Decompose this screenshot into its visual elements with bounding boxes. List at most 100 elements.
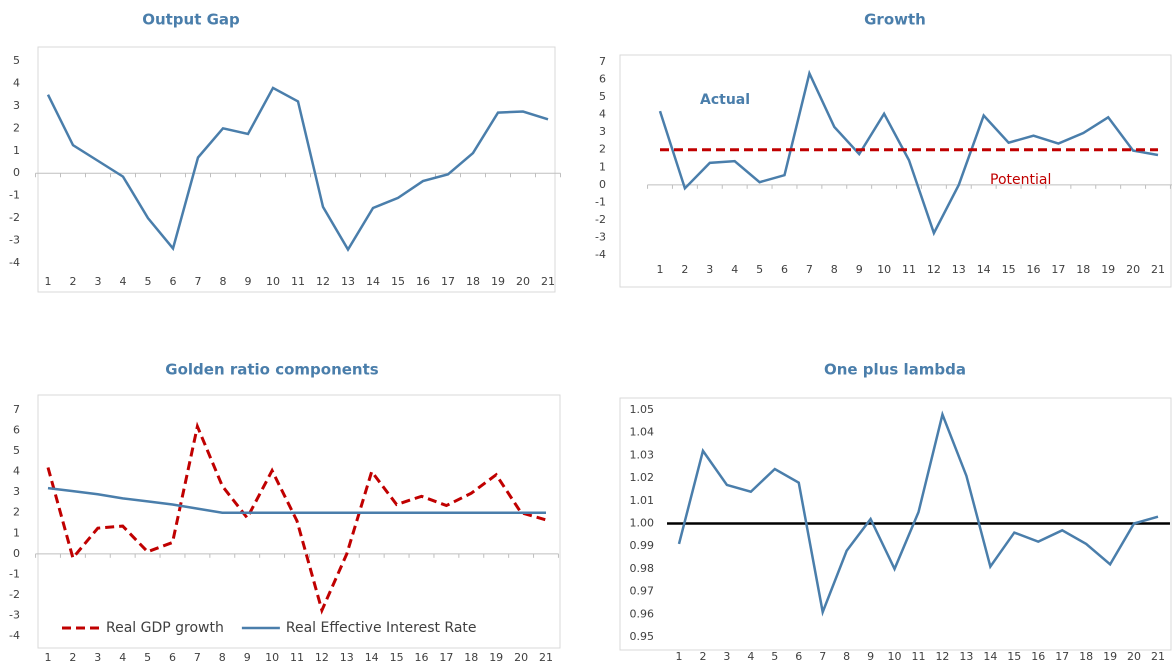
x-tick-label: 19 [489, 651, 503, 664]
y-tick-label: 6 [599, 73, 606, 86]
x-tick-label: 20 [514, 651, 528, 664]
x-tick-label: 18 [464, 651, 478, 664]
x-tick-label: 14 [977, 263, 991, 276]
x-tick-label: 20 [1126, 263, 1140, 276]
x-tick-label: 13 [340, 651, 354, 664]
x-tick-label: 2 [70, 275, 77, 288]
x-tick-label: 1 [45, 275, 52, 288]
x-tick-label: 5 [144, 651, 151, 664]
y-tick-label: 6 [13, 424, 20, 437]
y-tick-label: 4 [13, 76, 20, 89]
x-tick-label: 5 [756, 263, 763, 276]
plot-frame [37, 394, 561, 649]
x-tick-label: 8 [831, 263, 838, 276]
x-tick-label: 12 [935, 650, 949, 663]
plot-frame [37, 46, 556, 293]
y-tick-label: 0 [13, 166, 20, 179]
y-tick-label: -3 [9, 608, 20, 621]
x-tick-label: 12 [316, 275, 330, 288]
x-tick-label: 15 [390, 651, 404, 664]
data-line [677, 410, 1159, 617]
y-tick-label: 1.01 [630, 494, 655, 507]
y-tick-label: 0.96 [630, 607, 655, 620]
x-tick-label: 4 [119, 651, 126, 664]
y-tick-label: -2 [9, 588, 20, 601]
y-tick-label: 1 [13, 144, 20, 157]
x-tick-label: 19 [1101, 263, 1115, 276]
legend-box [55, 618, 545, 638]
y-tick-label: 3 [13, 485, 20, 498]
x-tick-label: 7 [806, 263, 813, 276]
y-tick-label: 2 [13, 506, 20, 519]
x-tick-label: 21 [1151, 263, 1165, 276]
y-tick-label: 5 [13, 444, 20, 457]
y-tick-label: 7 [599, 55, 606, 68]
x-tick-label: 6 [781, 263, 788, 276]
x-tick-label: 8 [219, 651, 226, 664]
x-tick-label: 3 [95, 275, 102, 288]
x-tick-label: 10 [265, 651, 279, 664]
data-line [46, 86, 549, 252]
y-tick-label: 0.97 [630, 585, 655, 598]
x-tick-label: 21 [539, 651, 553, 664]
x-tick-label: 10 [877, 263, 891, 276]
x-tick-label: 17 [439, 651, 453, 664]
chart-title: One plus lambda [824, 361, 966, 379]
legend-label: Real Effective Interest Rate [286, 620, 477, 636]
series-label: Actual [700, 92, 750, 108]
y-tick-label: -3 [595, 230, 606, 243]
x-tick-label: 2 [699, 650, 706, 663]
x-tick-label: 12 [315, 651, 329, 664]
y-tick-label: 7 [13, 403, 20, 416]
x-tick-label: 15 [391, 275, 405, 288]
y-tick-label: -1 [9, 189, 20, 202]
series-label: Potential [990, 172, 1051, 188]
x-tick-label: 3 [94, 651, 101, 664]
x-tick-label: 9 [244, 651, 251, 664]
y-tick-label: -2 [595, 213, 606, 226]
x-tick-label: 5 [145, 275, 152, 288]
x-tick-label: 6 [795, 650, 802, 663]
x-tick-label: 8 [843, 650, 850, 663]
y-tick-label: 5 [13, 54, 20, 67]
x-tick-label: 4 [747, 650, 754, 663]
y-tick-label: -2 [9, 211, 20, 224]
x-tick-label: 3 [706, 263, 713, 276]
x-tick-label: 10 [266, 275, 280, 288]
x-tick-label: 2 [681, 263, 688, 276]
x-tick-label: 14 [983, 650, 997, 663]
y-tick-label: 0 [13, 547, 20, 560]
x-tick-label: 17 [441, 275, 455, 288]
y-tick-label: 0.99 [630, 539, 655, 552]
chart-title: Output Gap [142, 11, 240, 29]
y-tick-label: 3 [599, 125, 606, 138]
y-tick-label: 0.98 [630, 562, 655, 575]
x-tick-label: 13 [959, 650, 973, 663]
x-tick-label: 1 [676, 650, 683, 663]
x-tick-label: 11 [291, 275, 305, 288]
x-tick-label: 4 [731, 263, 738, 276]
x-tick-label: 9 [856, 263, 863, 276]
y-tick-label: -4 [595, 248, 606, 261]
x-tick-label: 19 [491, 275, 505, 288]
y-tick-label: 1 [13, 526, 20, 539]
x-tick-label: 17 [1055, 650, 1069, 663]
x-tick-label: 8 [220, 275, 227, 288]
x-tick-label: 21 [541, 275, 555, 288]
data-line [46, 421, 547, 615]
y-tick-label: 0.95 [630, 630, 655, 643]
x-tick-label: 7 [194, 651, 201, 664]
x-tick-label: 3 [723, 650, 730, 663]
x-tick-label: 15 [1007, 650, 1021, 663]
x-tick-label: 12 [927, 263, 941, 276]
data-line [658, 69, 1159, 237]
x-tick-label: 6 [169, 651, 176, 664]
x-tick-label: 20 [1127, 650, 1141, 663]
x-tick-label: 7 [819, 650, 826, 663]
x-tick-label: 11 [912, 650, 926, 663]
x-tick-label: 20 [516, 275, 530, 288]
y-tick-label: 5 [599, 90, 606, 103]
x-tick-label: 21 [1151, 650, 1165, 663]
y-tick-label: 1.00 [630, 517, 655, 530]
